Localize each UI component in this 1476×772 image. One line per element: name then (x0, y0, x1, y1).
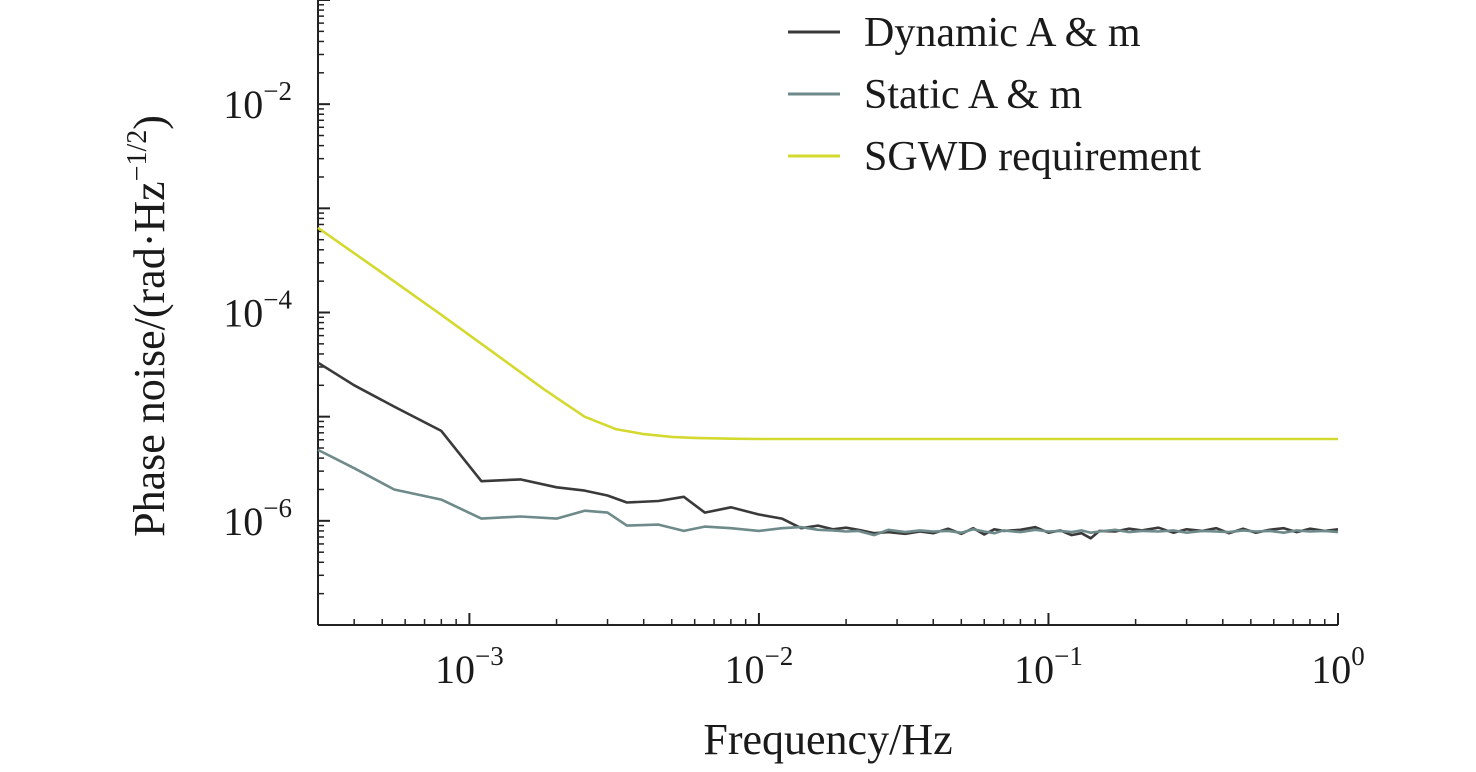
x-tick-base: 10 (435, 647, 475, 692)
legend: Dynamic A & m Static A & m SGWD requiremen… (788, 10, 1201, 180)
x-tick-base: 10 (1311, 647, 1351, 692)
y-tick-base: 10 (223, 291, 263, 336)
x-tick-exponent: −2 (765, 641, 794, 671)
series-lines (317, 226, 1339, 540)
legend-label-1: Static A & m (864, 72, 1083, 118)
series-line-1 (317, 448, 1339, 537)
y-axis-title-main: Phase noise/(rad·Hz (125, 181, 174, 537)
y-axis-title-close: ) (125, 115, 174, 130)
y-tick-exponent: −2 (263, 76, 292, 106)
y-axis-title-exp: −1/2 (122, 130, 153, 182)
y-tick-label: 10−4 (223, 285, 292, 336)
y-tick-label: 10−6 (223, 493, 292, 544)
y-axis-title: Phase noise/(rad·Hz−1/2) (122, 115, 174, 537)
major-ticks (318, 0, 1339, 626)
y-tick-base: 10 (223, 499, 263, 544)
x-tick-labels: 10−3 10−2 10−1 100 (435, 641, 1365, 692)
x-tick-label: 10−1 (1014, 641, 1083, 692)
y-tick-exponent: −4 (263, 285, 292, 315)
x-axis-title: Frequency/Hz (703, 715, 952, 764)
x-tick-label: 100 (1311, 641, 1365, 692)
x-tick-base: 10 (725, 647, 765, 692)
x-tick-base: 10 (1014, 647, 1054, 692)
y-tick-label: 10−2 (223, 76, 292, 127)
x-tick-exponent: −1 (1054, 641, 1083, 671)
x-tick-label: 10−3 (435, 641, 504, 692)
minor-ticks (317, 4, 1326, 625)
x-tick-exponent: −3 (475, 641, 504, 671)
legend-label-2: SGWD requirement (864, 134, 1201, 180)
y-tick-labels: 10−210−410−6 (223, 76, 292, 544)
series-line-2 (317, 226, 1338, 441)
series-line-0 (317, 361, 1339, 540)
y-tick-base: 10 (223, 82, 263, 127)
legend-label-0: Dynamic A & m (864, 10, 1141, 56)
x-tick-label: 10−2 (725, 641, 794, 692)
x-tick-exponent: 0 (1351, 641, 1365, 671)
y-tick-exponent: −6 (263, 493, 292, 523)
